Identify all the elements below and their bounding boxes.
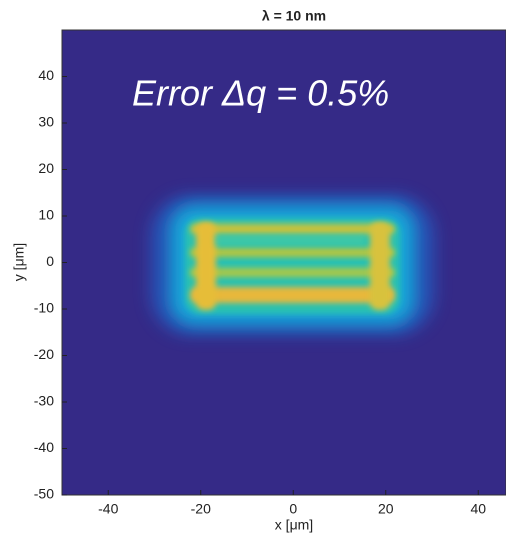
- y-axis-label: y [μm]: [11, 243, 27, 281]
- y-tick-label: 30: [38, 114, 54, 130]
- y-tick-label: -10: [34, 300, 54, 316]
- x-tick-label: -40: [98, 501, 118, 517]
- y-tick-label: -30: [34, 393, 54, 409]
- y-tick-label: -20: [34, 346, 54, 362]
- y-tick-label: 20: [38, 160, 54, 176]
- heatmap-image: [150, 195, 435, 335]
- x-tick-label: -20: [191, 501, 211, 517]
- y-tick-label: 0: [46, 253, 54, 269]
- x-tick-label: 40: [470, 501, 486, 517]
- y-tick-label: -40: [34, 439, 54, 455]
- y-tick-label: 40: [38, 67, 54, 83]
- annotation: Error Δq = 0.5%: [132, 73, 389, 114]
- chart-title: λ = 10 nm: [262, 8, 326, 24]
- x-tick-label: 20: [378, 501, 394, 517]
- y-tick-label: -50: [34, 486, 54, 502]
- x-axis-label: x [μm]: [275, 517, 313, 533]
- x-tick-label: 0: [289, 501, 297, 517]
- y-tick-label: 10: [38, 207, 54, 223]
